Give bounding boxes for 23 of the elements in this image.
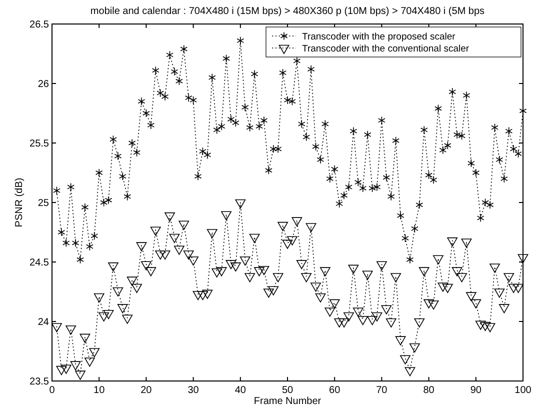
y-tick-label: 24.5 [30, 258, 50, 268]
y-tick-label: 26 [38, 79, 50, 90]
y-tick-label: 23.5 [30, 376, 50, 388]
x-tick-label: 10 [94, 385, 106, 396]
chart-title: mobile and calendar : 704X480 i (15M bps) > 480X360 p (10M bps) > 704X480 i (5M bps [90, 6, 485, 17]
x-tick-label: 30 [188, 385, 200, 396]
x-tick-label: 90 [470, 385, 482, 396]
x-tick-label: 20 [140, 385, 152, 396]
y-tick-label: 24 [38, 317, 50, 328]
x-axis-title: Frame Number [254, 396, 322, 407]
x-tick-label: 100 [514, 385, 532, 396]
x-tick-label: 80 [423, 385, 435, 396]
y-tick-label: 26.5 [30, 20, 50, 30]
x-tick-label: 50 [282, 385, 294, 396]
legend-label: Transcoder with the proposed scaler [302, 32, 456, 42]
x-tick-label: 70 [376, 385, 388, 396]
legend-label: Transcoder with the conventional scaler [302, 44, 470, 54]
y-tick-label: 25.5 [30, 138, 50, 150]
x-tick-label: 40 [234, 385, 246, 396]
x-tick-label: 60 [329, 385, 341, 396]
y-tick-label: 25 [38, 198, 50, 209]
y-axis-title: PSNR (dB) [14, 178, 25, 228]
x-tick-label: 0 [49, 385, 56, 396]
